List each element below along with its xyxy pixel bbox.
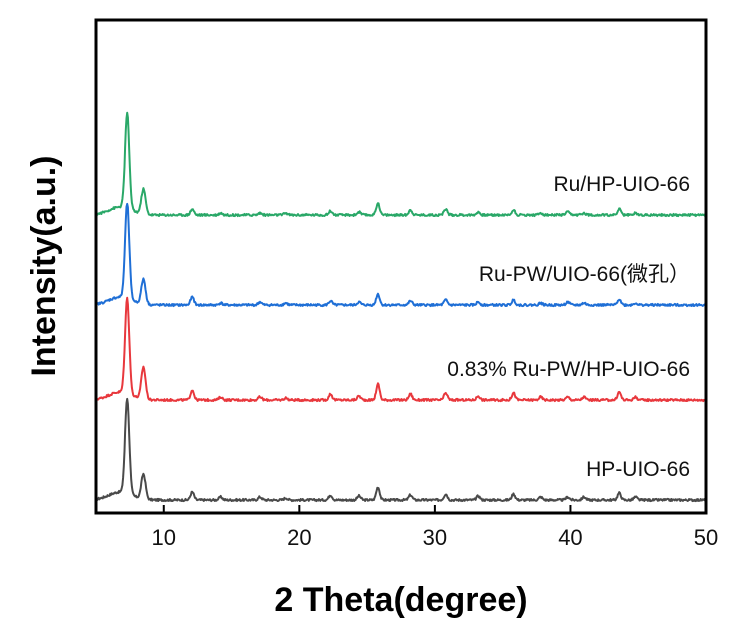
- series-label: Ru/HP-UIO-66: [553, 173, 690, 196]
- series-line: [95, 397, 707, 503]
- series-line: [95, 296, 707, 403]
- series-label: 0.83% Ru-PW/HP-UIO-66: [447, 358, 690, 381]
- plot-frame: [94, 18, 708, 515]
- series-traces: [95, 111, 707, 503]
- series-label: Ru-PW/UIO-66(微孔）: [479, 263, 690, 286]
- x-tick-label: 40: [558, 525, 582, 550]
- x-tick-label: 20: [287, 525, 311, 550]
- series-labels: HP-UIO-66 0.83% Ru-PW/HP-UIO-66 Ru-PW/UIO-…: [447, 173, 690, 481]
- x-axis-title: 2 Theta(degree): [274, 581, 527, 619]
- x-tick-label: 10: [152, 525, 176, 550]
- y-axis-title: Intensity(a.u.): [25, 155, 63, 376]
- series-line: [95, 202, 707, 308]
- series-line: [95, 111, 707, 218]
- x-axis-ticks: 10 20 30 40 50: [152, 505, 718, 550]
- x-tick-label: 50: [694, 525, 718, 550]
- series-label: HP-UIO-66: [586, 458, 690, 481]
- x-tick-label: 30: [423, 525, 447, 550]
